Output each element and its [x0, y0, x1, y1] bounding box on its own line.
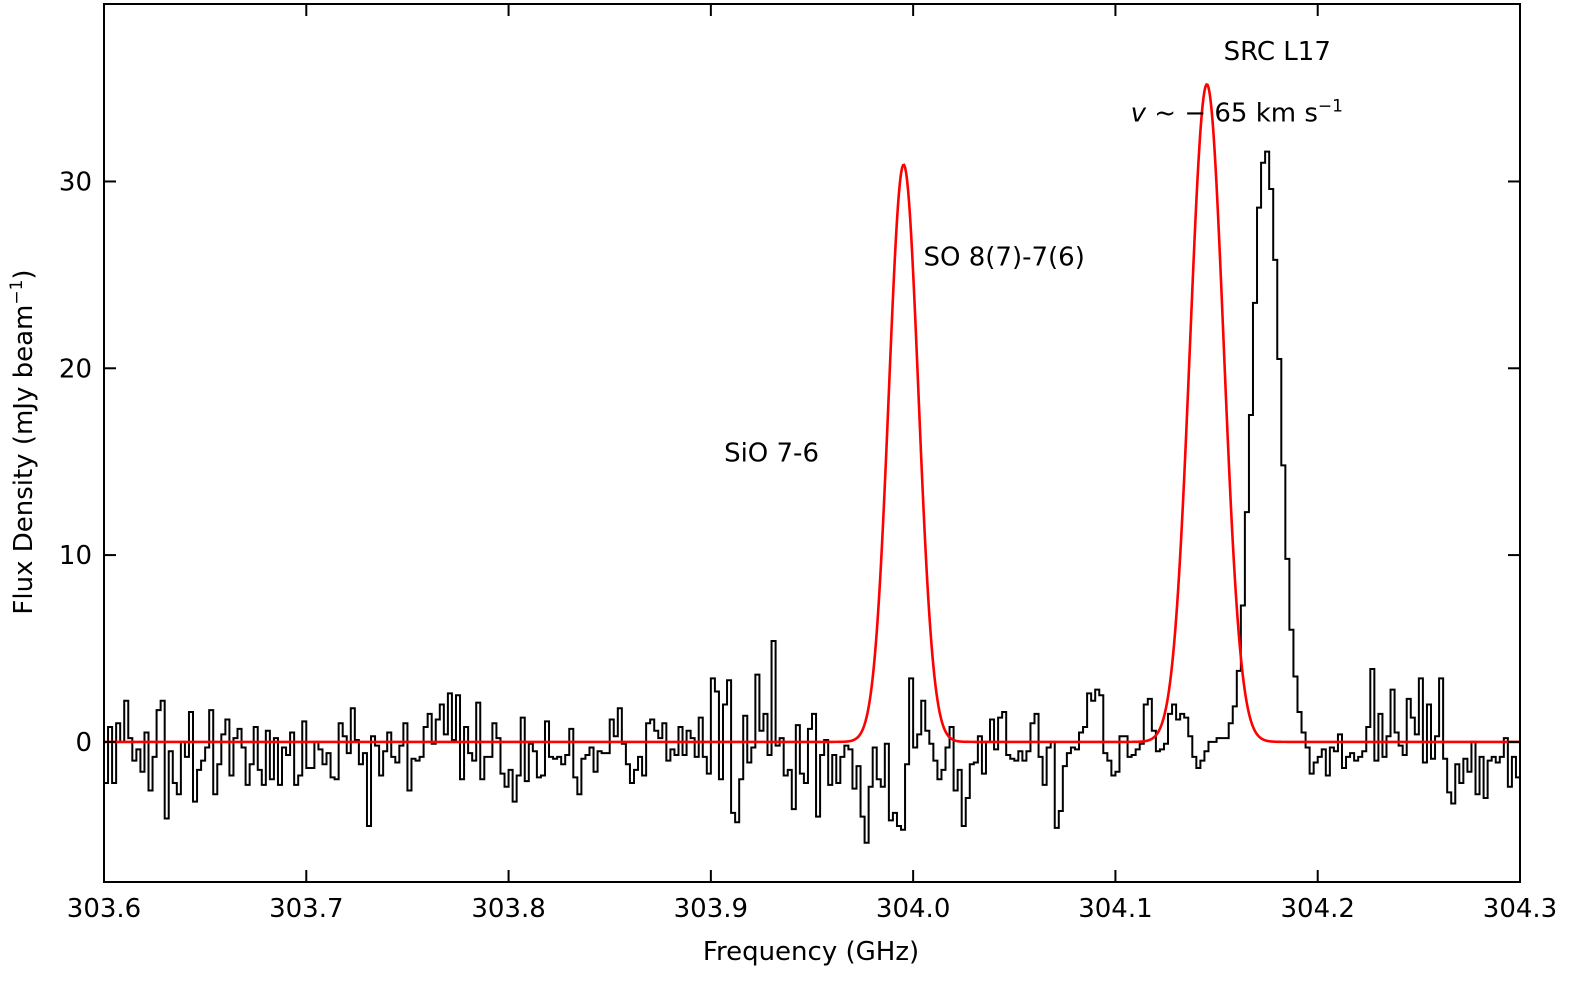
x-tick-label: 304.2 — [1280, 894, 1354, 924]
velocity-symbol: v — [1131, 99, 1147, 129]
line-annotation: SiO 7-6 — [724, 439, 819, 469]
gaussian-fit-series — [104, 83, 1520, 744]
axis-ticks — [103, 4, 1521, 882]
plot-area — [104, 83, 1520, 844]
x-tick-label: 303.8 — [471, 894, 545, 924]
y-tick-label: 30 — [59, 167, 92, 197]
velocity-unit-sup: −1 — [1318, 97, 1343, 117]
x-tick-label: 303.9 — [674, 894, 748, 924]
x-tick-label: 304.1 — [1078, 894, 1152, 924]
velocity-label: v ~ − 65 km s−1 — [1131, 97, 1343, 129]
y-axis-title: Flux Density (mJy beam−1) — [7, 269, 39, 614]
y-tick-label: 10 — [59, 541, 92, 571]
x-tick-label: 303.7 — [269, 894, 343, 924]
annotations: SiO 7-6 SO 8(7)-7(6) SRC L17 — [724, 37, 1331, 469]
y-tick-label: 0 — [75, 728, 92, 758]
velocity-value: ~ − 65 km s — [1146, 99, 1318, 129]
x-axis-title: Frequency (GHz) — [703, 937, 919, 967]
x-tick-label: 304.0 — [876, 894, 950, 924]
observed-spectrum-series — [104, 150, 1520, 844]
plot-frame — [103, 3, 1521, 883]
line-annotation: SRC L17 — [1224, 37, 1331, 67]
line-annotation: SO 8(7)-7(6) — [923, 243, 1084, 273]
x-tick-label: 303.6 — [67, 894, 141, 924]
y-axis-title-sup: −1 — [7, 280, 27, 305]
y-axis-title-main: Flux Density (mJy beam — [9, 305, 39, 615]
y-tick-label: 20 — [59, 354, 92, 384]
x-tick-label: 304.3 — [1483, 894, 1557, 924]
tick-labels: 303.6 303.7 303.8 303.9 304.0 304.1 304.2 304.3… — [59, 167, 1557, 924]
y-axis-title-close: ) — [9, 269, 39, 279]
